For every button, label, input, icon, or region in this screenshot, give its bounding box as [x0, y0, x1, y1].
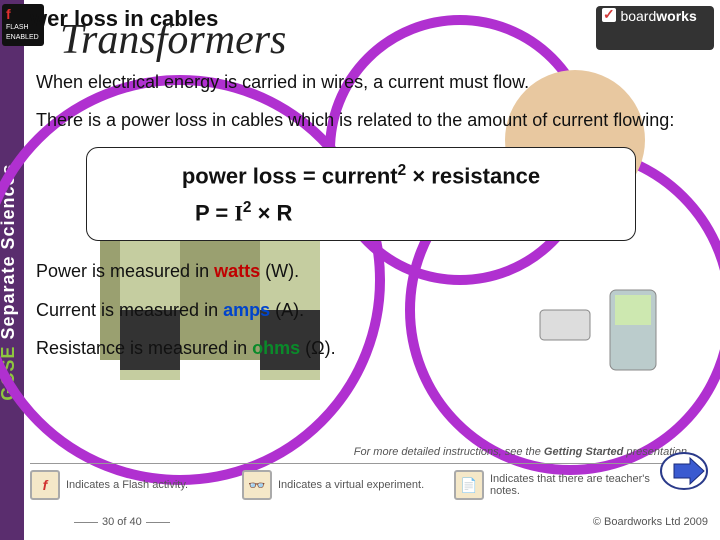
p3b: watts	[214, 261, 260, 281]
formula-r: × R	[251, 200, 292, 225]
bg-title: Transformers	[60, 16, 286, 64]
notes-icon: 📄	[454, 470, 484, 500]
para-1: When electrical energy is carried in wir…	[36, 70, 686, 94]
next-arrow-button[interactable]	[660, 452, 708, 490]
footer-flash-activity: f Indicates a Flash activity.	[30, 470, 230, 500]
fc3: Indicates that there are teacher's notes…	[490, 473, 654, 497]
p5b: ohms	[252, 338, 300, 358]
footer-virtual-exp: 👓 Indicates a virtual experiment.	[242, 470, 442, 500]
fh2: Getting Started	[544, 446, 623, 458]
formula-words: power loss = current2 × resistance	[105, 162, 617, 189]
formula-symbols: P = I2 × R	[105, 199, 617, 226]
formula-w1: power loss = current	[182, 163, 398, 188]
para-resistance: Resistance is measured in ohms (Ω).	[36, 336, 686, 360]
p4c: (A).	[270, 300, 304, 320]
content-area: When electrical energy is carried in wir…	[36, 70, 686, 374]
footer: For more detailed instructions, see the …	[30, 463, 700, 500]
formula-i: I	[234, 200, 243, 225]
footer-teacher-notes: 📄 Indicates that there are teacher's not…	[454, 470, 654, 500]
flash-icon: f	[30, 470, 60, 500]
para-2: There is a power loss in cables which is…	[36, 108, 686, 132]
copyright: © Boardworks Ltd 2009	[593, 516, 708, 528]
p5a: Resistance is measured in	[36, 338, 252, 358]
footer-hint: For more detailed instructions, see the …	[354, 446, 690, 458]
goggles-icon: 👓	[242, 470, 272, 500]
p4b: amps	[223, 300, 270, 320]
formula-w2: × resistance	[406, 163, 540, 188]
fc2: Indicates a virtual experiment.	[278, 479, 424, 491]
para-current: Current is measured in amps (A).	[36, 298, 686, 322]
fc1: Indicates a Flash activity.	[66, 479, 188, 491]
formula-p: P =	[195, 200, 234, 225]
page-number: 30 of 40	[70, 516, 174, 528]
p3a: Power is measured in	[36, 261, 214, 281]
formula-box: power loss = current2 × resistance P = I…	[86, 147, 636, 242]
para-power: Power is measured in watts (W).	[36, 259, 686, 283]
p3c: (W).	[260, 261, 299, 281]
fh1: For more detailed instructions, see the	[354, 446, 544, 458]
p5c: (Ω).	[300, 338, 335, 358]
p4a: Current is measured in	[36, 300, 223, 320]
footer-row: f Indicates a Flash activity. 👓 Indicate…	[30, 464, 700, 500]
